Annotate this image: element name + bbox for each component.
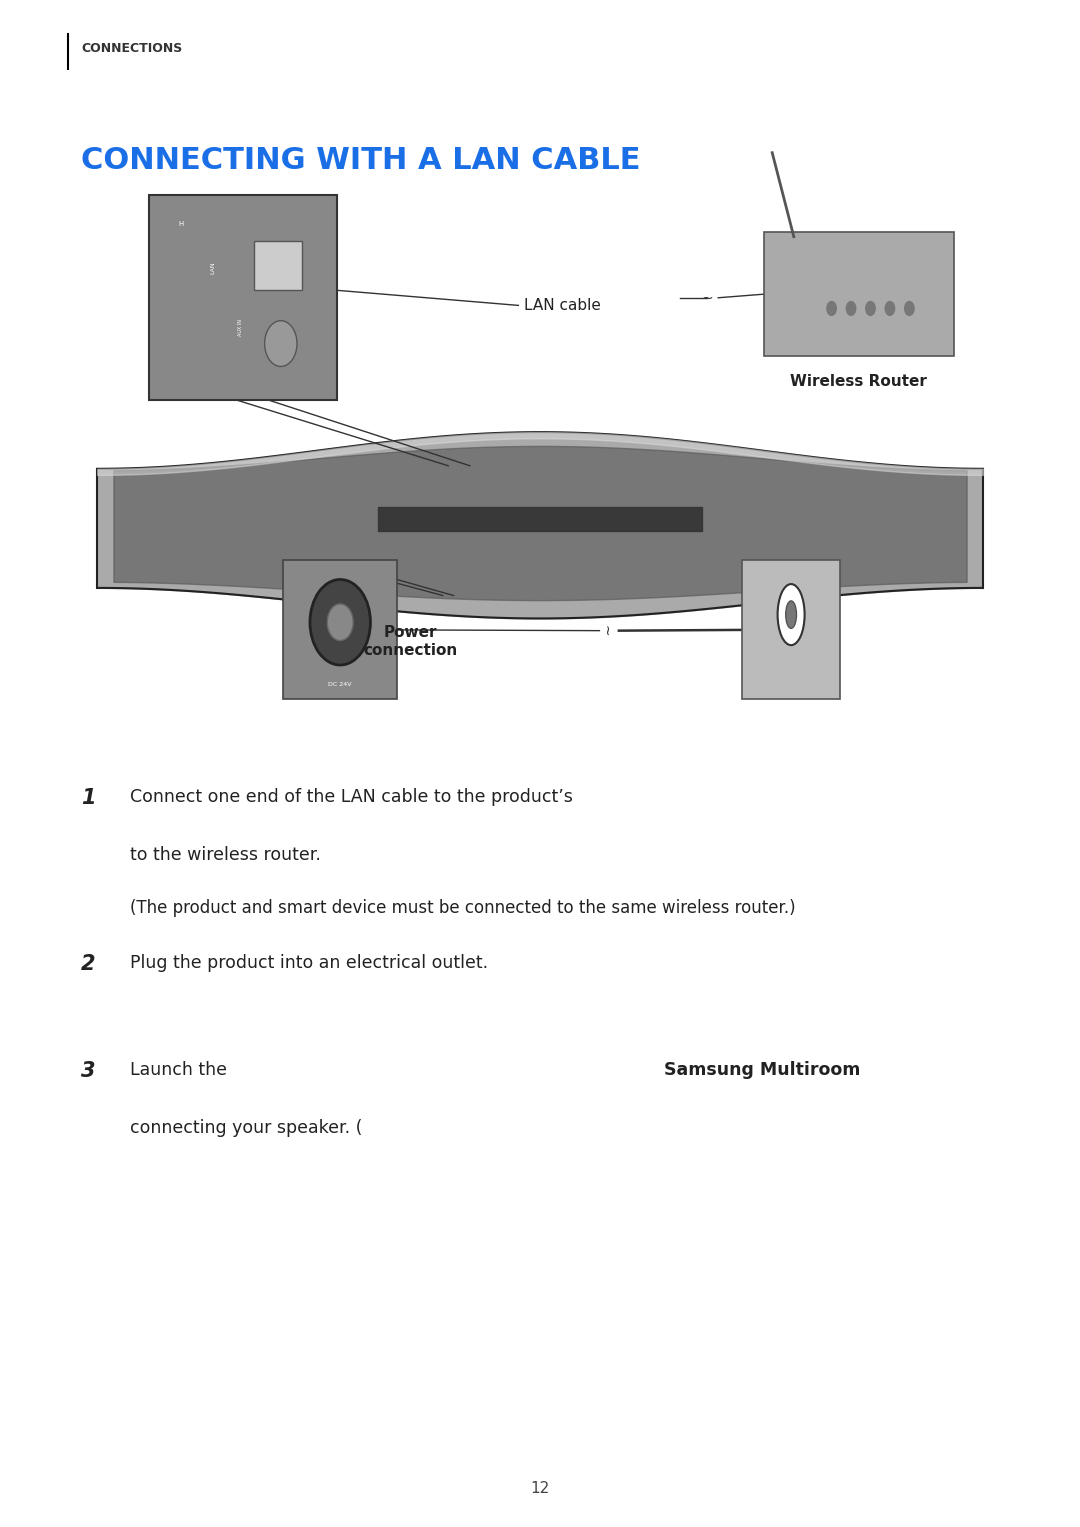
- Text: (The product and smart device must be connected to the same wireless router.): (The product and smart device must be co…: [130, 899, 795, 918]
- Circle shape: [904, 301, 915, 316]
- Text: ∼: ∼: [702, 290, 713, 305]
- Text: Power
connection: Power connection: [363, 625, 458, 658]
- FancyBboxPatch shape: [254, 241, 302, 290]
- Circle shape: [865, 301, 876, 316]
- Text: ∼: ∼: [599, 625, 612, 637]
- Text: Samsung Multiroom: Samsung Multiroom: [663, 1061, 860, 1080]
- Text: to the wireless router.: to the wireless router.: [130, 846, 321, 864]
- Circle shape: [846, 301, 856, 316]
- Text: CONNECTING WITH A LAN CABLE: CONNECTING WITH A LAN CABLE: [81, 147, 640, 174]
- Text: 2: 2: [81, 954, 95, 974]
- FancyBboxPatch shape: [764, 232, 954, 356]
- Ellipse shape: [778, 583, 805, 644]
- Text: Plug the product into an electrical outlet.: Plug the product into an electrical outl…: [130, 954, 488, 973]
- Circle shape: [826, 301, 837, 316]
- Text: AUX IN: AUX IN: [238, 319, 243, 336]
- Text: Wireless Router: Wireless Router: [791, 374, 927, 389]
- Text: DC 24V: DC 24V: [328, 683, 352, 687]
- Circle shape: [327, 603, 353, 641]
- Circle shape: [885, 301, 895, 316]
- Circle shape: [265, 321, 297, 366]
- Text: LAN cable: LAN cable: [524, 298, 600, 313]
- Text: Launch the: Launch the: [130, 1061, 232, 1080]
- Text: 12: 12: [530, 1481, 550, 1496]
- Text: 3: 3: [81, 1061, 95, 1081]
- Text: 1: 1: [81, 788, 95, 808]
- Ellipse shape: [785, 600, 796, 629]
- FancyBboxPatch shape: [149, 195, 337, 400]
- Text: connecting your speaker. (: connecting your speaker. (: [130, 1119, 362, 1138]
- FancyBboxPatch shape: [742, 560, 840, 699]
- FancyBboxPatch shape: [283, 560, 397, 699]
- Text: LAN: LAN: [211, 261, 216, 275]
- Text: Connect one end of the LAN cable to the product’s: Connect one end of the LAN cable to the …: [130, 788, 578, 806]
- Text: CONNECTIONS: CONNECTIONS: [81, 43, 183, 55]
- Circle shape: [310, 579, 370, 664]
- Text: H: H: [178, 221, 184, 228]
